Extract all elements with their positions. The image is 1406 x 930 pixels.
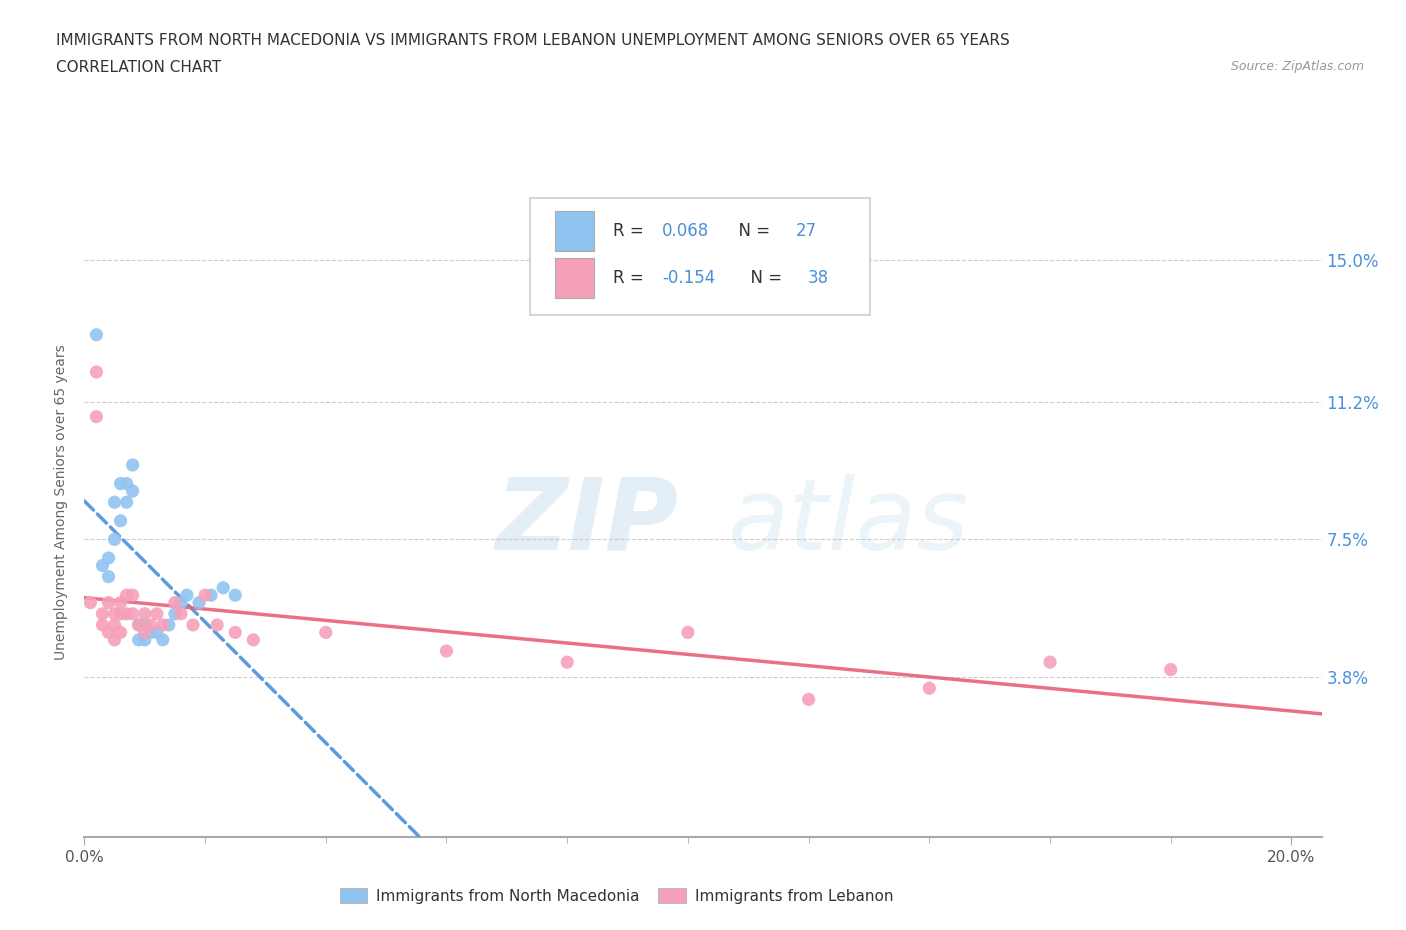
Point (91, 558, 114, 573)
Point (181, 618, 204, 632)
Point (242, 632, 264, 647)
Point (86, 327, 108, 342)
Point (128, 632, 150, 647)
Point (115, 476, 138, 491)
Text: 0.068: 0.068 (662, 222, 710, 240)
Point (797, 692, 820, 707)
Point (205, 618, 228, 632)
FancyBboxPatch shape (554, 258, 595, 298)
Point (134, 606, 156, 621)
Text: atlas: atlas (728, 473, 969, 571)
Point (315, 625, 337, 640)
Point (152, 618, 174, 632)
Point (157, 618, 180, 632)
Text: R =: R = (613, 222, 648, 240)
Point (224, 588, 246, 603)
Point (212, 580, 235, 595)
Text: IMMIGRANTS FROM NORTH MACEDONIA VS IMMIGRANTS FROM LEBANON UNEMPLOYMENT AMONG SE: IMMIGRANTS FROM NORTH MACEDONIA VS IMMIG… (56, 33, 1010, 47)
Point (110, 606, 132, 621)
Point (121, 588, 143, 603)
Point (176, 588, 198, 603)
Point (436, 644, 458, 658)
Point (121, 458, 143, 472)
Point (86, 365, 108, 379)
Point (103, 632, 125, 647)
Point (134, 625, 156, 640)
Point (115, 606, 138, 621)
Point (103, 532, 125, 547)
Legend: Immigrants from North Macedonia, Immigrants from Lebanon: Immigrants from North Macedonia, Immigra… (333, 882, 900, 910)
Point (115, 495, 138, 510)
Point (91, 618, 114, 632)
Point (110, 476, 132, 491)
Text: -0.154: -0.154 (662, 269, 716, 286)
Point (146, 625, 169, 640)
Point (200, 588, 222, 603)
Point (555, 655, 578, 670)
Point (86, 409, 108, 424)
Point (170, 595, 193, 610)
Point (194, 588, 217, 603)
Point (170, 606, 193, 621)
Point (1039, 655, 1062, 670)
Point (110, 513, 132, 528)
Point (110, 625, 132, 640)
Point (115, 588, 138, 603)
Text: N =: N = (728, 222, 775, 240)
Point (152, 632, 174, 647)
Point (103, 618, 125, 632)
Point (91, 606, 114, 621)
Point (103, 606, 125, 621)
FancyBboxPatch shape (554, 211, 595, 251)
Point (139, 618, 162, 632)
Point (110, 595, 132, 610)
Text: N =: N = (740, 269, 787, 286)
Point (103, 495, 125, 510)
Point (128, 618, 150, 632)
Point (97, 569, 120, 584)
Point (224, 625, 246, 640)
Text: 38: 38 (808, 269, 830, 286)
Point (121, 484, 143, 498)
Point (97, 551, 120, 565)
Point (139, 625, 162, 640)
Point (128, 618, 150, 632)
Point (97, 625, 120, 640)
Point (918, 681, 941, 696)
Point (121, 606, 143, 621)
Point (163, 595, 186, 610)
Text: Source: ZipAtlas.com: Source: ZipAtlas.com (1230, 60, 1364, 73)
Text: ZIP: ZIP (495, 473, 678, 571)
FancyBboxPatch shape (530, 197, 870, 314)
Point (676, 625, 699, 640)
Point (134, 618, 156, 632)
Point (146, 606, 169, 621)
Text: CORRELATION CHART: CORRELATION CHART (56, 60, 221, 75)
Point (1160, 662, 1182, 677)
Y-axis label: Unemployment Among Seniors over 65 years: Unemployment Among Seniors over 65 years (55, 344, 69, 660)
Text: R =: R = (613, 269, 648, 286)
Text: 27: 27 (796, 222, 817, 240)
Point (134, 632, 156, 647)
Point (188, 595, 211, 610)
Point (79, 595, 101, 610)
Point (163, 606, 186, 621)
Point (97, 595, 120, 610)
